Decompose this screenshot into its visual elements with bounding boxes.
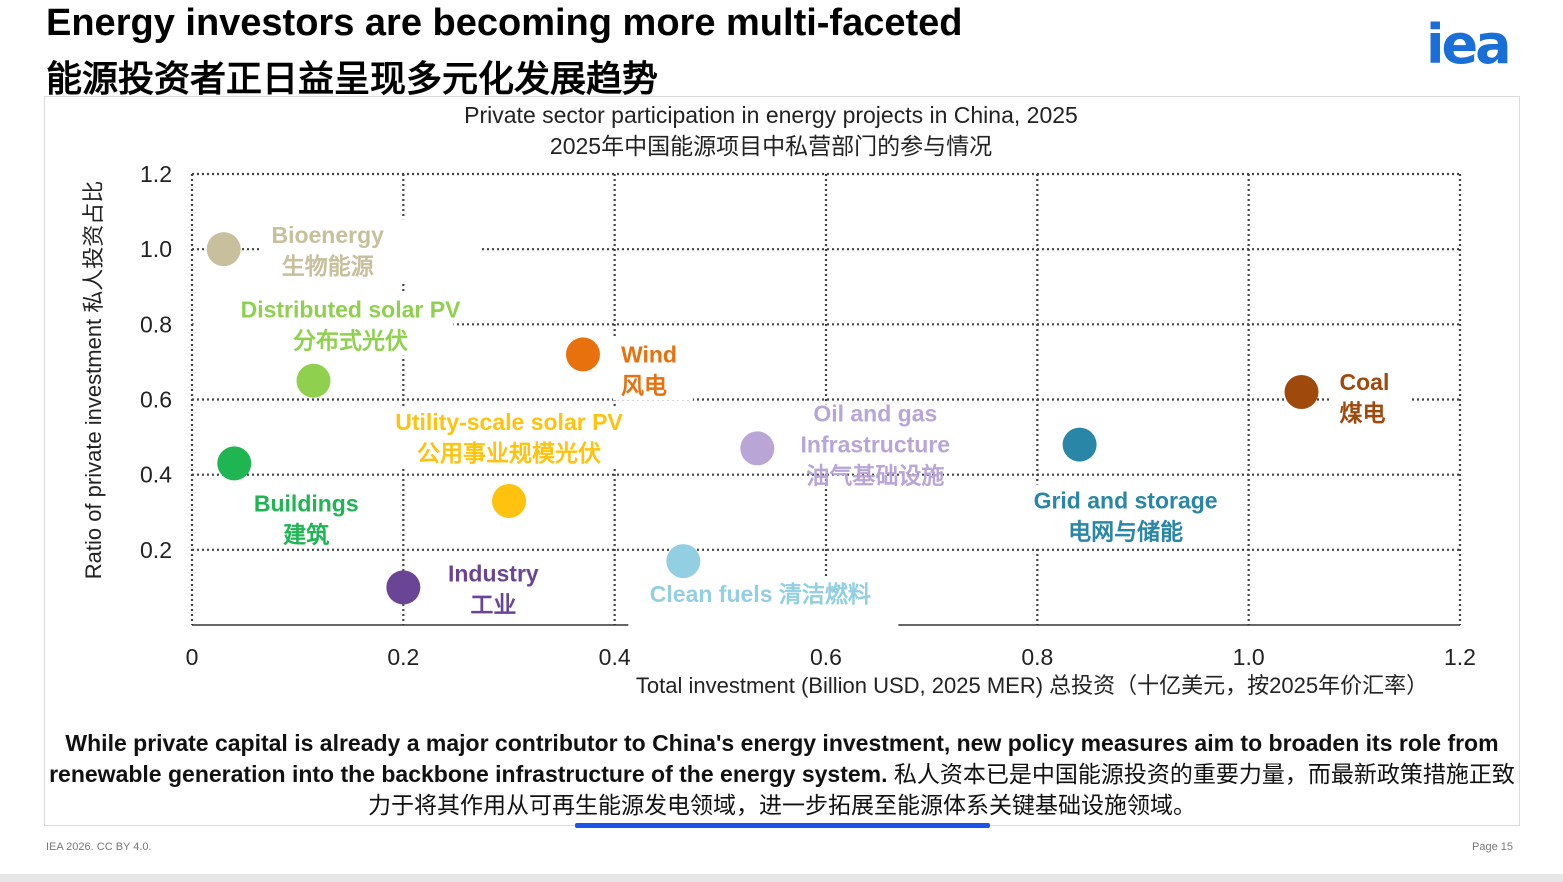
point-label-zh: 煤电 bbox=[1340, 400, 1386, 426]
point-label-zh: 生物能源 bbox=[282, 253, 374, 279]
data-points bbox=[206, 232, 1319, 605]
point-label-zh: 工业 bbox=[470, 591, 516, 617]
x-tick-label: 1.0 bbox=[1233, 644, 1265, 670]
data-point bbox=[565, 337, 600, 372]
chart-subtitle: 2025年中国能源项目中私营部门的参与情况 bbox=[550, 133, 992, 159]
data-point bbox=[666, 544, 701, 579]
point-label: Buildings bbox=[254, 490, 359, 516]
point-labels: Bioenergy 生物能源 Distributed solar PV 分布式光伏 Bu… bbox=[193, 219, 1412, 641]
page-number: Page 15 bbox=[1472, 841, 1513, 853]
x-tick-label: 0.6 bbox=[810, 644, 842, 670]
data-point bbox=[296, 363, 331, 398]
point-label-zh: 公用事业规模光伏 bbox=[417, 440, 601, 466]
x-tick-label: 0.8 bbox=[1021, 644, 1053, 670]
y-tick-label: 1.2 bbox=[140, 161, 172, 187]
bottom-band bbox=[0, 874, 1563, 882]
label-backdrop bbox=[193, 293, 454, 356]
data-point bbox=[206, 232, 241, 267]
highlight-underline bbox=[575, 823, 990, 828]
point-label-zh: 建筑 bbox=[283, 521, 329, 547]
label-backdrop bbox=[1009, 484, 1240, 547]
label-backdrop bbox=[1331, 365, 1412, 428]
point-label: Coal bbox=[1340, 369, 1390, 395]
x-tick-label: 0.2 bbox=[387, 644, 419, 670]
point-label: Oil and gas bbox=[813, 400, 937, 426]
y-axis-label: Ratio of private investment 私人投资占比 bbox=[81, 181, 106, 580]
y-tick-label: 1.0 bbox=[140, 236, 172, 262]
x-tick-label: 0.4 bbox=[599, 644, 631, 670]
copyright-footer: IEA 2026. CC BY 4.0. bbox=[46, 841, 152, 853]
chart-title: Private sector participation in energy p… bbox=[464, 102, 1078, 128]
slide-title-chinese: 能源投资者正日益呈现多元化发展趋势 bbox=[46, 58, 659, 99]
y-tick-label: 0.2 bbox=[140, 537, 172, 563]
point-label: Grid and storage bbox=[1034, 488, 1218, 514]
slide-title: Energy investors are becoming more multi… bbox=[46, 2, 963, 44]
label-backdrop bbox=[379, 405, 639, 468]
point-label-zh: 电网与储能 bbox=[1068, 519, 1183, 545]
data-point bbox=[740, 431, 775, 466]
x-tick-label: 0 bbox=[186, 644, 199, 670]
point-label: Wind bbox=[621, 341, 677, 367]
y-tick-label: 0.4 bbox=[140, 462, 172, 488]
x-axis-label: Total investment (Billion USD, 2025 MER)… bbox=[636, 673, 1428, 698]
y-tick-label: 0.8 bbox=[140, 311, 172, 337]
point-label-zh: 风电 bbox=[621, 372, 667, 398]
label-backdrop bbox=[628, 578, 899, 641]
label-backdrop bbox=[261, 219, 482, 282]
data-point bbox=[492, 483, 526, 518]
caption-chinese: 私人资本已是中国能源投资的重要力量，而最新政策措施正致力于将其作用从可再生能源发… bbox=[368, 761, 1515, 818]
point-label-zh: 分布式光伏 bbox=[293, 328, 408, 354]
y-tick-label: 0.6 bbox=[140, 387, 172, 413]
label-backdrop bbox=[612, 338, 693, 401]
point-label: Infrastructure bbox=[801, 431, 951, 457]
point-label-zh: 油气基础设施 bbox=[806, 462, 944, 488]
caption-english: While private capital is already a major… bbox=[49, 730, 1499, 787]
data-point bbox=[1062, 427, 1097, 462]
caption: While private capital is already a major… bbox=[44, 728, 1520, 821]
point-label: Clean fuels 清洁燃料 bbox=[650, 581, 871, 607]
x-tick-label: 1.2 bbox=[1444, 644, 1476, 670]
point-label: Utility-scale solar PV bbox=[395, 409, 623, 435]
data-point bbox=[217, 446, 252, 481]
iea-logo: iea bbox=[1426, 13, 1512, 76]
scatter-chart: Private sector participation in energy p… bbox=[81, 102, 1476, 698]
data-point bbox=[1284, 374, 1319, 409]
point-label: Industry bbox=[448, 560, 539, 586]
tick-labels: 0 0.2 0.4 0.6 0.8 1.0 1.2 0.2 0.4 0.6 0.8 1.0 1.2 bbox=[140, 161, 1476, 670]
label-backdrop bbox=[793, 404, 964, 467]
grid-lines bbox=[192, 172, 1462, 625]
data-point bbox=[386, 570, 421, 605]
point-label: Bioenergy bbox=[271, 222, 384, 248]
point-label: Distributed solar PV bbox=[241, 297, 461, 323]
